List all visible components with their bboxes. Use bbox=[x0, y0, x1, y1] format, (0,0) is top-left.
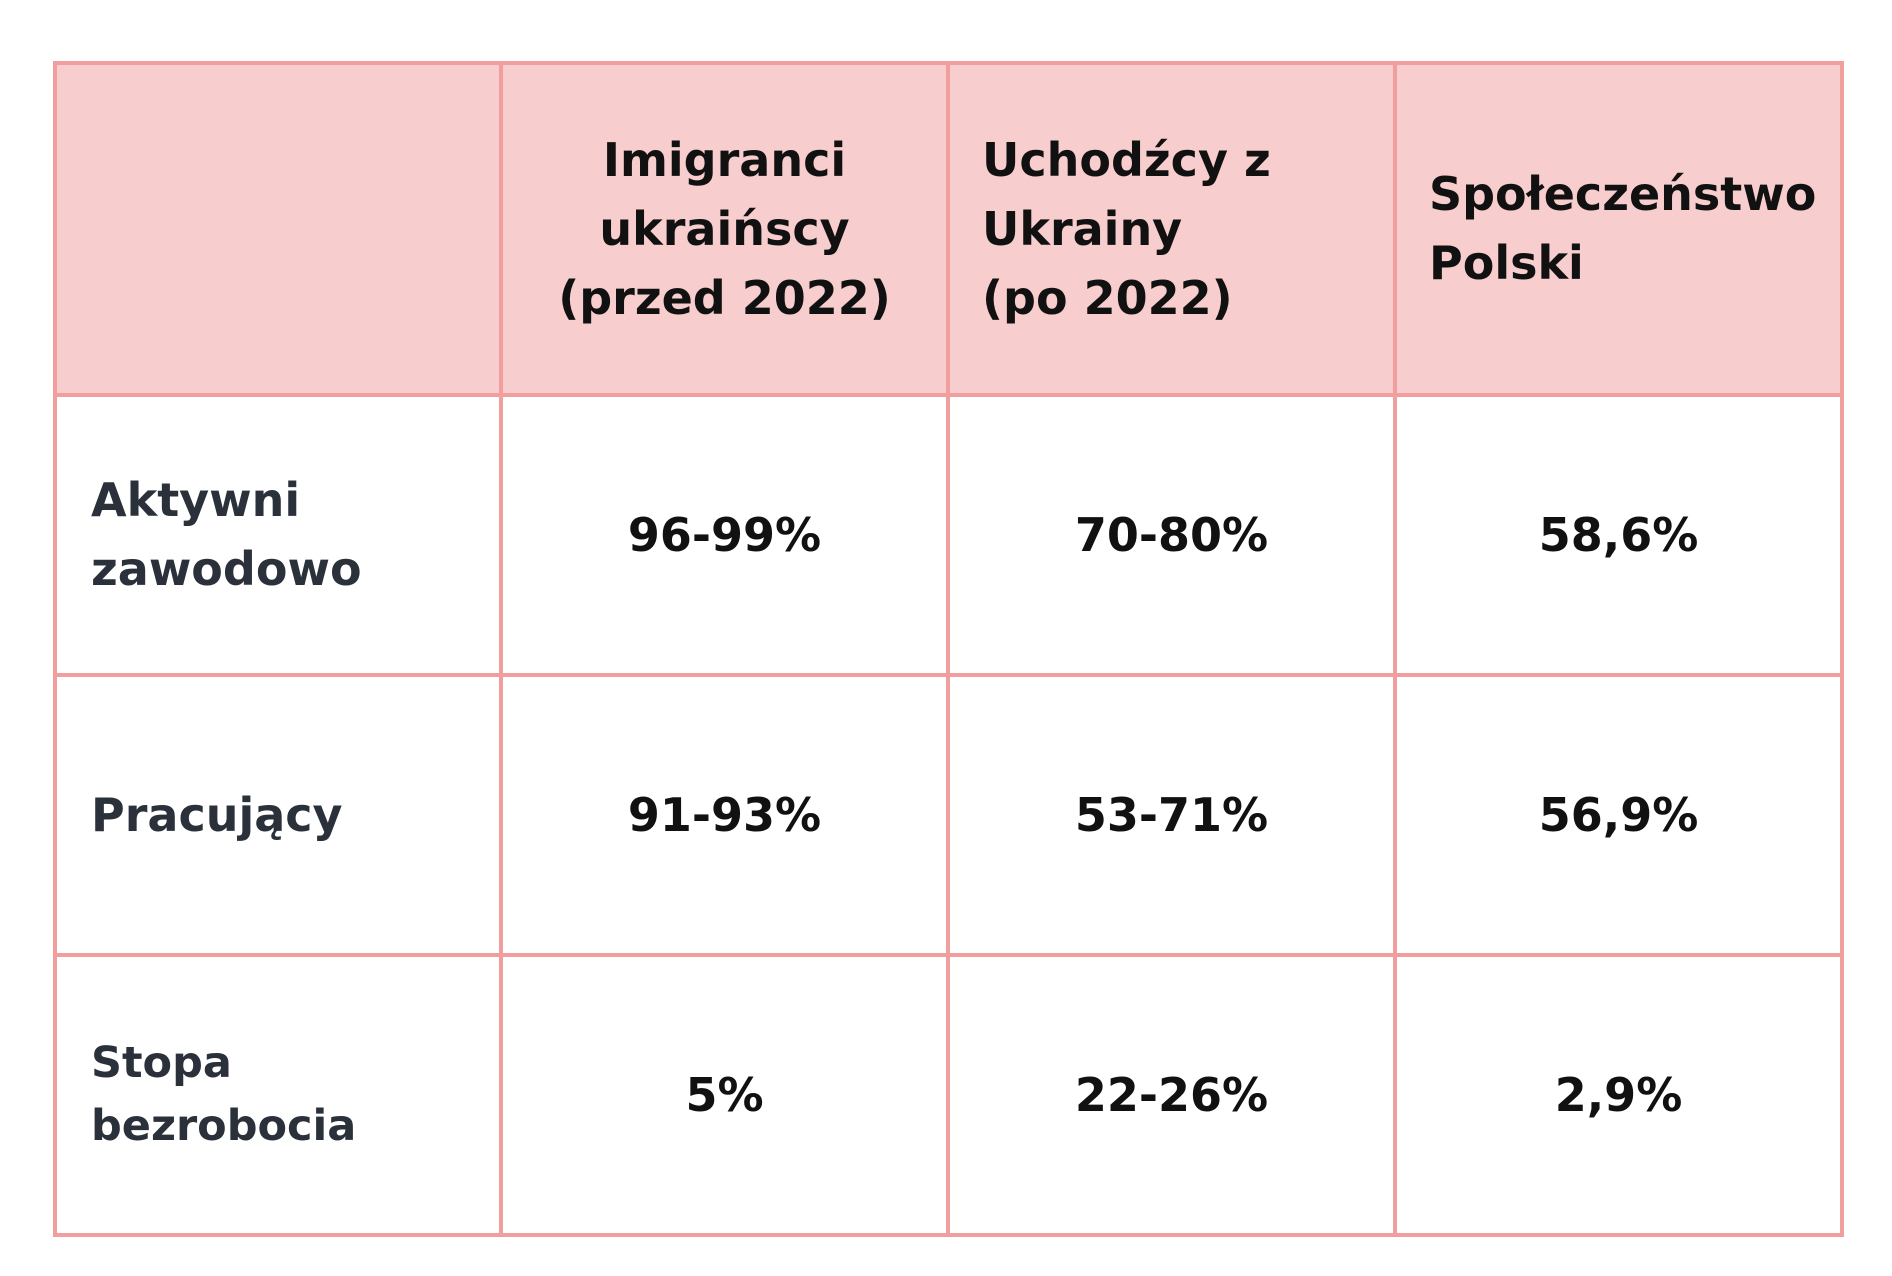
table-cell: 58,6% bbox=[1393, 393, 1844, 677]
table-cell: 22-26% bbox=[946, 953, 1397, 1237]
row-label-economically-active: Aktywni zawodowo bbox=[53, 393, 503, 677]
table-row: Aktywni zawodowo 96-99% 70-80% 58,6% bbox=[53, 393, 1844, 677]
row-label-employed: Pracujący bbox=[53, 673, 503, 957]
table-cell: 2,9% bbox=[1393, 953, 1844, 1237]
table-cell: 70-80% bbox=[946, 393, 1397, 677]
table-row: Pracujący 91-93% 53-71% 56,9% bbox=[53, 673, 1844, 957]
header-row: Imigranci ukraińscy (przed 2022) Uchodźc… bbox=[53, 61, 1844, 397]
table-cell: 53-71% bbox=[946, 673, 1397, 957]
row-label-unemployment-rate: Stopa bezrobocia bbox=[53, 953, 503, 1237]
table-cell: 5% bbox=[499, 953, 950, 1237]
header-ukrainian-immigrants: Imigranci ukraińscy (przed 2022) bbox=[499, 61, 950, 397]
table-cell: 91-93% bbox=[499, 673, 950, 957]
header-polish-society: Społeczeństwo Polski bbox=[1393, 61, 1844, 397]
data-table: Imigranci ukraińscy (przed 2022) Uchodźc… bbox=[53, 61, 1844, 1237]
table-row: Stopa bezrobocia 5% 22-26% 2,9% bbox=[53, 953, 1844, 1237]
table-cell: 96-99% bbox=[499, 393, 950, 677]
table-cell: 56,9% bbox=[1393, 673, 1844, 957]
header-corner-cell bbox=[53, 61, 503, 397]
header-ukrainian-refugees: Uchodźcy z Ukrainy (po 2022) bbox=[946, 61, 1397, 397]
